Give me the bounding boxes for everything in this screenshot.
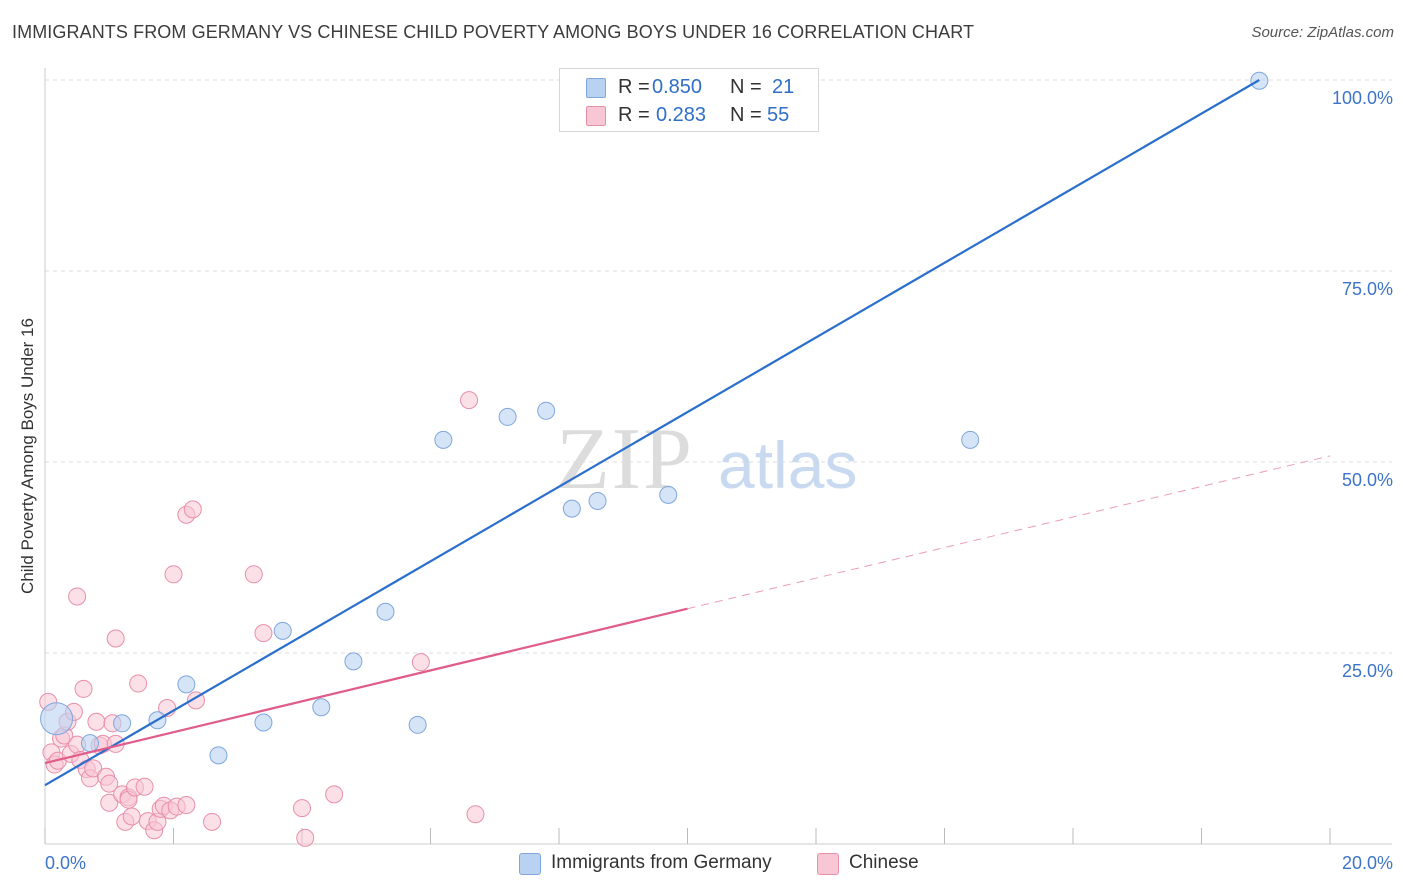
legend-row-chinese: R = 0.283 N = 55 <box>560 101 818 129</box>
data-point-chinese <box>244 565 263 584</box>
data-point-chinese <box>183 500 202 519</box>
data-point-germany <box>80 734 99 753</box>
data-point-chinese <box>135 777 154 796</box>
x-tick-label: 0.0% <box>45 853 86 873</box>
data-point-chinese <box>325 785 344 804</box>
trend-line-chinese-extension <box>687 455 1331 610</box>
source-credit: Source: ZipAtlas.com <box>1251 24 1394 41</box>
legend-r-label: R = <box>618 76 650 98</box>
x-tick-label: 20.0% <box>1342 853 1393 873</box>
bottom-legend-label: Immigrants from Germany <box>551 852 772 873</box>
legend-n-label: N = <box>730 104 762 126</box>
bottom-swatch-germany <box>519 853 541 875</box>
data-point-chinese <box>254 624 273 643</box>
data-point-germany <box>273 621 292 640</box>
watermark-atlas: atlas <box>718 428 857 502</box>
trend-line-germany <box>44 79 1260 787</box>
y-tick-label: 25.0% <box>1342 661 1393 681</box>
data-point-germany <box>961 430 980 449</box>
y-tick-label: 100.0% <box>1332 88 1393 108</box>
trend-line-chinese <box>44 607 688 765</box>
data-point-chinese <box>84 759 103 778</box>
data-point-chinese <box>129 674 148 693</box>
legend-row-germany: R = 0.850 N = 21 <box>560 73 818 101</box>
data-point-germany <box>537 401 556 420</box>
data-point-germany <box>498 407 517 426</box>
data-point-germany <box>113 714 132 733</box>
legend-n-value: 55 <box>767 104 790 126</box>
legend-r-value: 0.850 <box>652 76 703 98</box>
y-axis-title: Child Poverty Among Boys Under 16 <box>18 318 37 594</box>
legend-swatch-germany <box>586 78 606 98</box>
legend-n-label: N = <box>730 76 762 98</box>
correlation-legend: R = 0.850 N = 21 R = 0.283 N = 55 <box>559 68 819 132</box>
data-point-germany <box>562 499 581 518</box>
data-point-germany <box>659 485 678 504</box>
data-point-chinese <box>177 796 196 815</box>
legend-n-value: 21 <box>772 76 795 98</box>
trend-lines <box>44 79 1331 787</box>
data-point-germany <box>40 702 74 736</box>
y-tick-label: 75.0% <box>1342 279 1393 299</box>
data-point-chinese <box>68 587 87 606</box>
data-point-chinese <box>466 805 485 824</box>
data-point-chinese <box>100 774 119 793</box>
data-point-germany <box>209 746 228 765</box>
data-point-chinese <box>100 793 119 812</box>
tick-labels: 25.0% 50.0% 75.0% 100.0% 0.0% 20.0% <box>45 88 1393 873</box>
data-point-germany <box>408 715 427 734</box>
data-point-germany <box>588 491 607 510</box>
legend-r-value: 0.283 <box>656 104 707 126</box>
legend-swatch-chinese <box>586 106 606 126</box>
data-point-chinese <box>122 807 141 826</box>
legend-r-label: R = <box>618 104 650 126</box>
data-point-germany <box>312 698 331 717</box>
chart-title: IMMIGRANTS FROM GERMANY VS CHINESE CHILD… <box>12 22 975 42</box>
data-point-germany <box>376 602 395 621</box>
data-point-chinese <box>74 679 93 698</box>
data-point-chinese <box>87 712 106 731</box>
data-point-chinese <box>164 565 183 584</box>
data-point-chinese <box>203 812 222 831</box>
data-point-chinese <box>106 629 125 648</box>
bottom-swatch-chinese <box>817 853 839 875</box>
data-point-chinese <box>293 799 311 818</box>
chinese-points <box>39 391 485 847</box>
bottom-legend-label: Chinese <box>849 852 919 873</box>
grid-lines <box>45 79 1392 654</box>
data-point-chinese <box>460 391 479 410</box>
data-point-germany <box>434 430 453 449</box>
y-tick-label: 50.0% <box>1342 470 1393 490</box>
data-point-chinese <box>296 828 315 847</box>
data-point-germany <box>177 675 196 694</box>
data-point-germany <box>254 713 273 732</box>
data-point-germany <box>344 652 363 671</box>
data-point-chinese <box>411 653 430 672</box>
